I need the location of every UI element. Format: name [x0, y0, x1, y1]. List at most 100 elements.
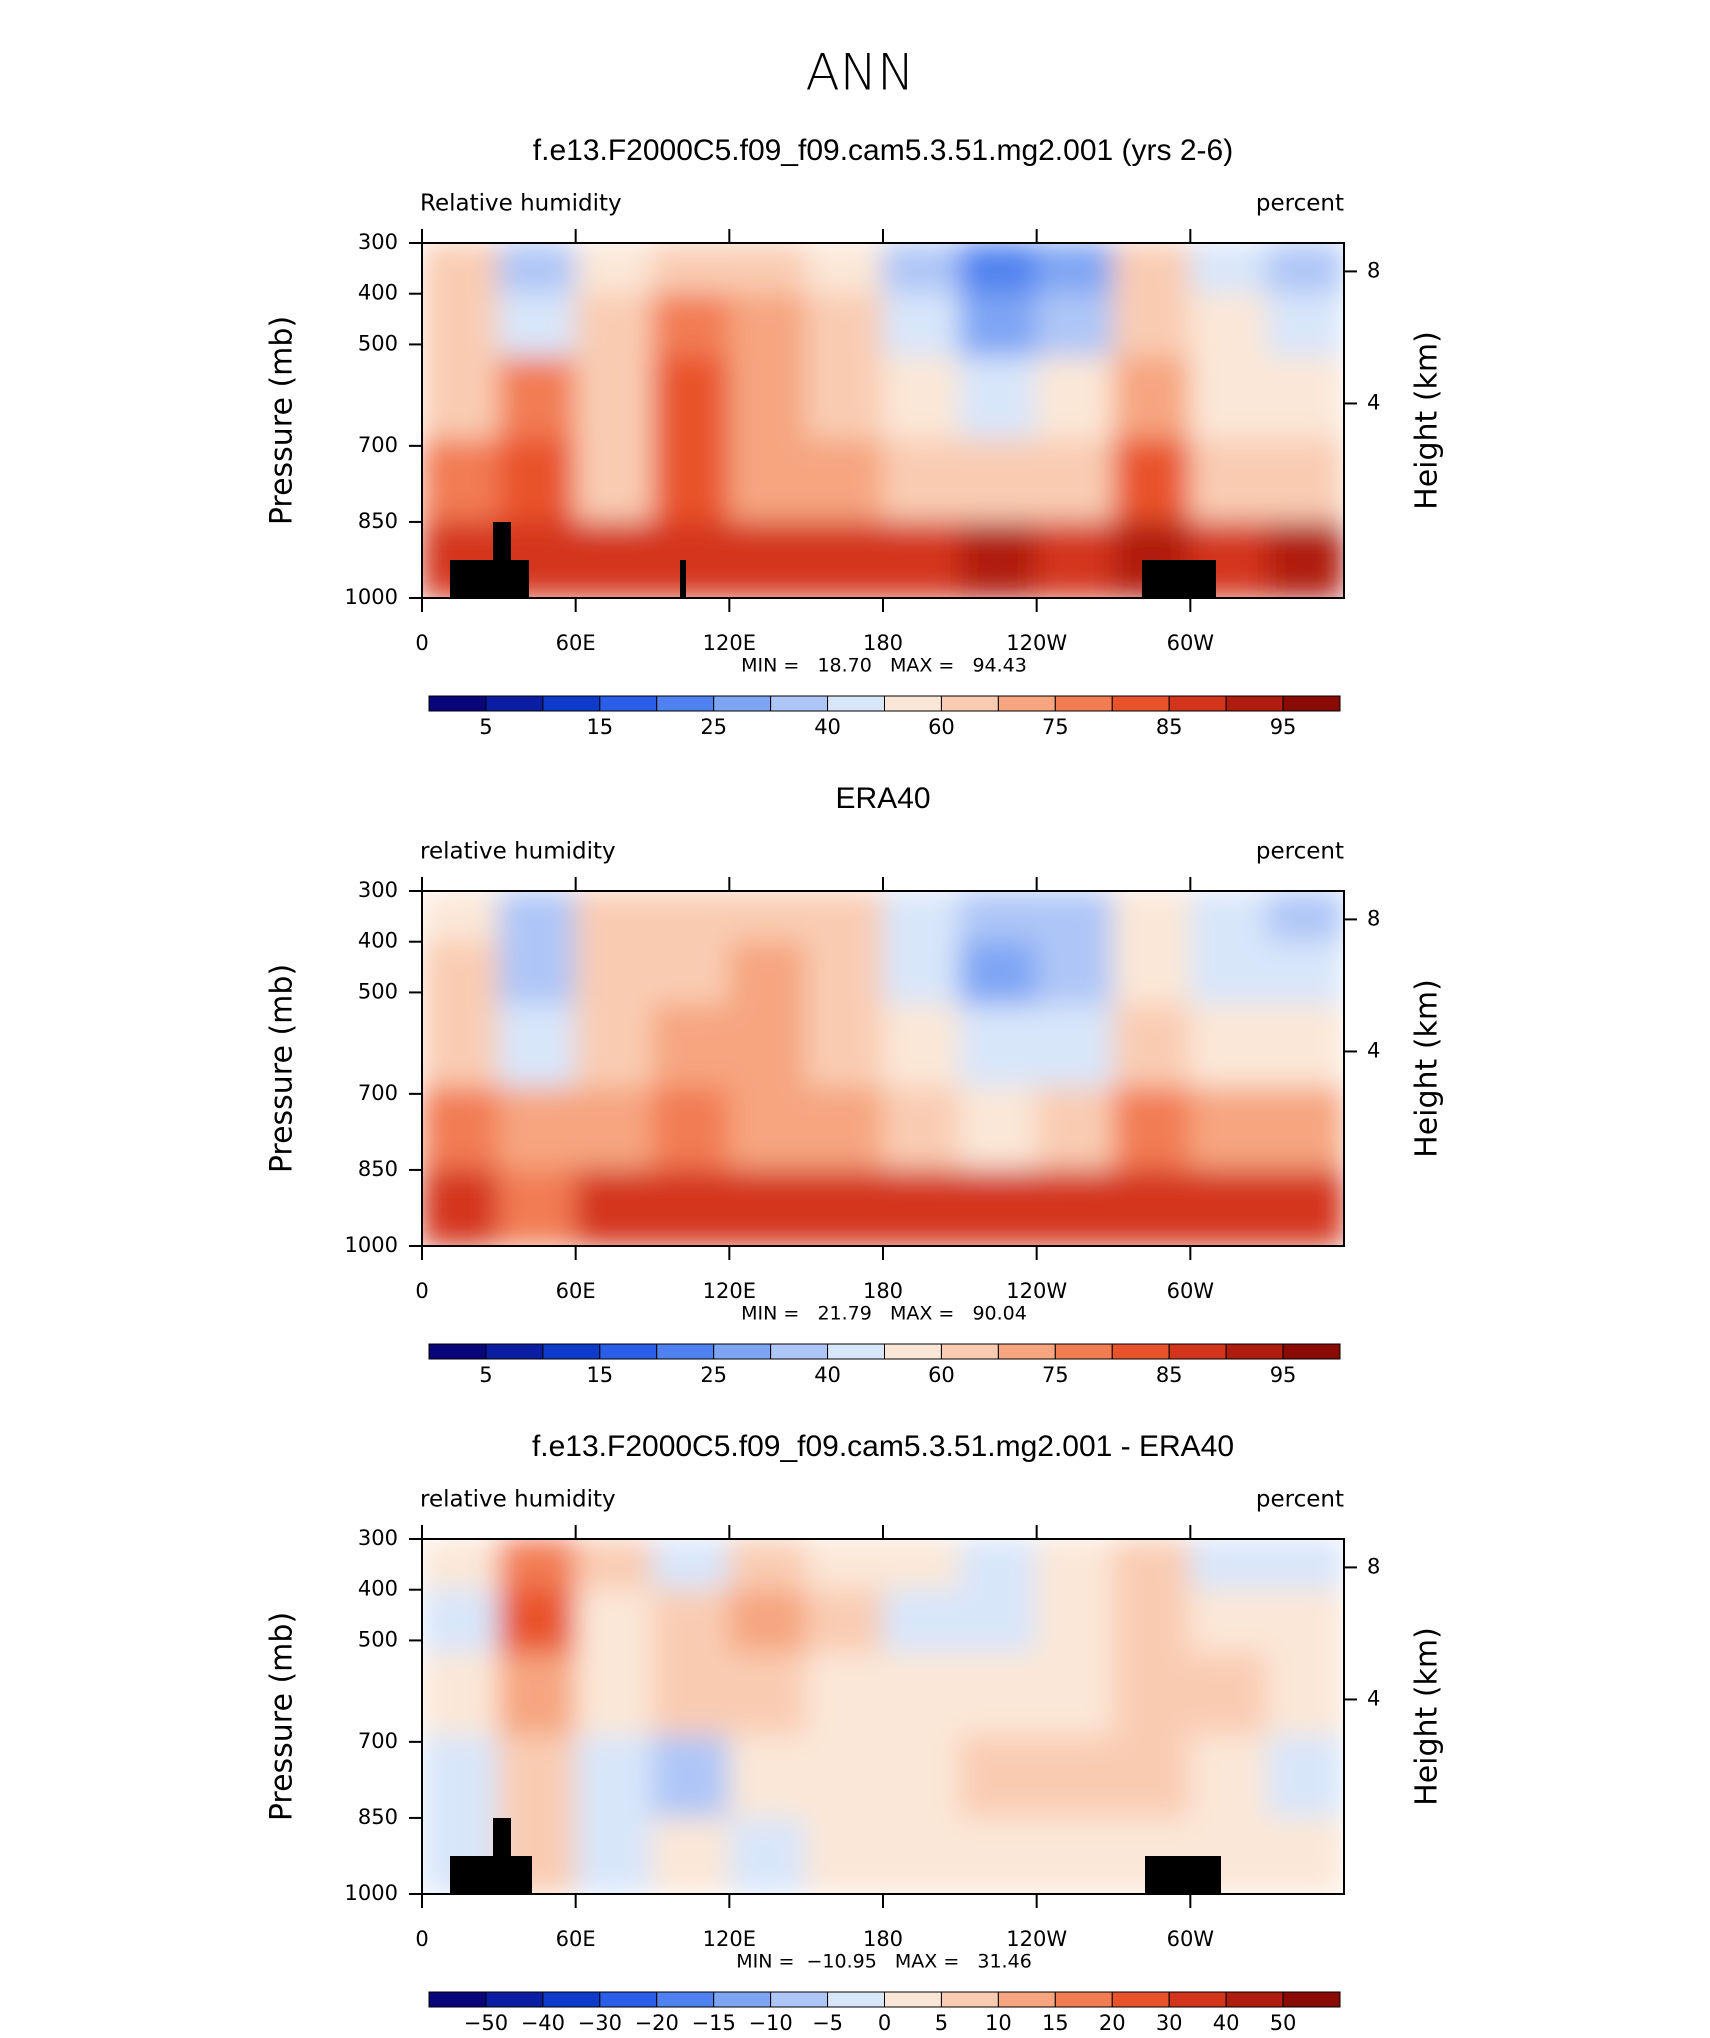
colorbar-label: 50	[1270, 2011, 1297, 2035]
panel-title: f.e13.F2000C5.f09_f09.cam5.3.51.mg2.001 …	[533, 134, 1233, 167]
y-axis-label: Pressure (mb)	[265, 316, 300, 525]
subtitle-right: percent	[1256, 839, 1344, 865]
contour-cell	[1266, 1817, 1344, 1894]
x-tick-label: 60W	[1167, 1927, 1215, 1951]
colorbar-box	[485, 695, 544, 712]
contour-cell	[652, 521, 730, 598]
contour-cell	[959, 1539, 1038, 1591]
y-axis-label: Pressure (mb)	[265, 1612, 300, 1821]
colorbar-label: 0	[878, 2011, 891, 2035]
x-tick-label: 60E	[556, 1279, 596, 1303]
contour-cell	[422, 1169, 500, 1246]
contour-cell	[1266, 1735, 1344, 1819]
contour-cell	[805, 243, 884, 295]
contour-cell	[805, 1169, 884, 1246]
contour-cell	[959, 1817, 1038, 1894]
y-tick-label: 850	[358, 509, 398, 533]
contour-cell	[728, 1817, 807, 1894]
y2-axis-label: Height (km)	[1410, 331, 1445, 510]
contour-cell	[1189, 439, 1268, 523]
y-tick-label: 700	[358, 1729, 398, 1753]
x-tick-label: 60W	[1167, 1279, 1215, 1303]
contour-cell	[422, 891, 500, 943]
contour-field	[422, 243, 1344, 598]
x-tick-label: 180	[863, 1927, 903, 1951]
contour-cell	[652, 1589, 730, 1654]
contour-cell	[1266, 1589, 1344, 1654]
contour-cell	[805, 1539, 884, 1591]
contour-cell	[1036, 1817, 1114, 1894]
colorbar-box	[713, 1991, 772, 2008]
contour-cell	[882, 1539, 961, 1591]
contour-cell	[882, 891, 961, 943]
contour-cell	[498, 891, 577, 943]
y-tick-label: 400	[358, 1577, 398, 1601]
contour-field	[422, 1539, 1344, 1894]
x-tick-label: 120E	[703, 631, 756, 655]
contour-cell	[422, 243, 500, 295]
panel-title: f.e13.F2000C5.f09_f09.cam5.3.51.mg2.001 …	[532, 1430, 1234, 1463]
colorbar-label: 25	[700, 715, 727, 739]
contour-cell	[1036, 941, 1114, 1006]
contour-cell	[1113, 293, 1191, 358]
contour-cell	[575, 1817, 653, 1894]
subtitle-right: percent	[1256, 191, 1344, 217]
contour-cell	[1266, 521, 1344, 598]
colorbar-label: 40	[814, 715, 841, 739]
contour-cell	[805, 293, 884, 358]
y-tick-label: 300	[358, 878, 398, 902]
colorbar-box	[656, 695, 715, 712]
subtitle-left: relative humidity	[420, 839, 616, 865]
contour-cell	[882, 941, 961, 1006]
figure-title: ANN	[805, 44, 914, 102]
contour-cell	[652, 1735, 730, 1819]
contour-cell	[805, 1004, 884, 1089]
colorbar-box	[997, 695, 1056, 712]
contour-cell	[575, 1652, 653, 1737]
contour-cell	[652, 356, 730, 441]
y-tick-label: 1000	[345, 585, 398, 609]
contour-cell	[498, 439, 577, 523]
contour-cell	[1113, 1087, 1191, 1171]
colorbar-box	[884, 695, 942, 712]
contour-cell	[652, 1539, 730, 1591]
contour-cell	[575, 1004, 653, 1089]
colorbar-label: −40	[521, 2011, 565, 2035]
contour-cell	[652, 1817, 730, 1894]
contour-cell	[959, 356, 1038, 441]
colorbar-box	[1168, 695, 1227, 712]
contour-cell	[1189, 1652, 1268, 1737]
contour-cell	[652, 1087, 730, 1171]
contour-cell	[728, 1169, 807, 1246]
contour-cell	[1113, 1169, 1191, 1246]
colorbar-label: 15	[1042, 2011, 1069, 2035]
contour-cell	[882, 243, 961, 295]
contour-cell	[728, 243, 807, 295]
contour-cell	[652, 1004, 730, 1089]
contour-cell	[498, 1735, 577, 1819]
contour-cell	[728, 1004, 807, 1089]
land-mask	[450, 1856, 532, 1894]
land-mask	[1145, 1856, 1221, 1894]
contour-cell	[805, 439, 884, 523]
colorbar-label: 5	[479, 1363, 492, 1387]
y-tick-label: 1000	[345, 1233, 398, 1257]
contour-cell	[882, 1087, 961, 1171]
land-masks	[450, 1818, 1221, 1894]
contour-cell	[422, 1589, 500, 1654]
contour-cell	[1036, 521, 1114, 598]
colorbar-box	[1282, 1991, 1341, 2008]
contour-cell	[959, 439, 1038, 523]
colorbar-label: 25	[700, 1363, 727, 1387]
contour-cell	[498, 1169, 577, 1246]
contour-cell	[1266, 1004, 1344, 1089]
contour-cell	[1113, 891, 1191, 943]
land-mask	[493, 1818, 511, 1856]
contour-cell	[1266, 1652, 1344, 1737]
colorbar-box	[997, 1343, 1056, 1360]
y2-tick-label: 8	[1367, 906, 1380, 930]
colorbar-box	[1054, 1991, 1113, 2008]
y-tick-label: 400	[358, 281, 398, 305]
contour-cell	[652, 243, 730, 295]
colorbar-box	[656, 1343, 715, 1360]
